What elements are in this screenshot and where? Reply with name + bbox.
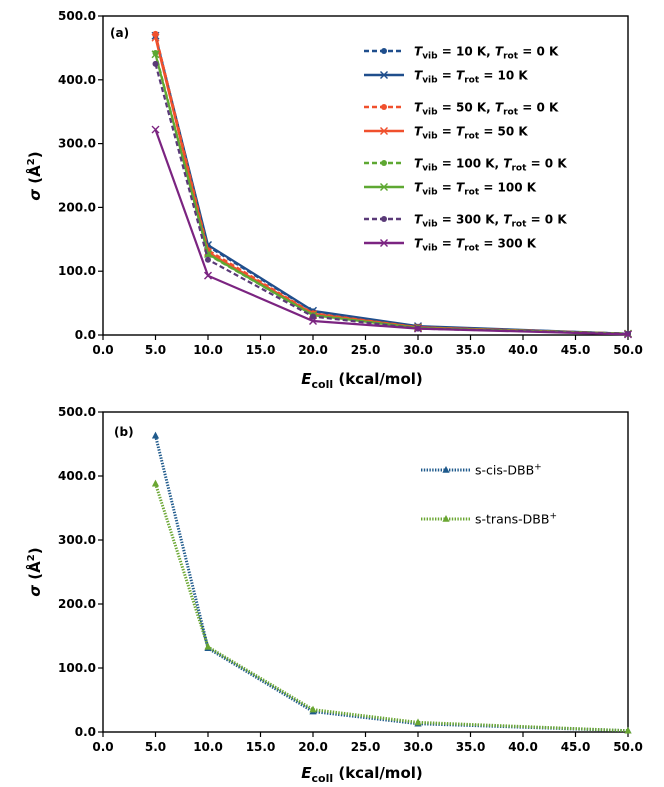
legend-a-label-5: Tvib = Trot = 100 K: [414, 181, 537, 198]
y-axis-b: 0.0 100.0 200.0 300.0 400.0 500.0: [58, 405, 103, 739]
series-point-1: [204, 642, 212, 650]
y-tick-label: 200.0: [58, 597, 96, 611]
y-tick-label: 400.0: [58, 469, 96, 483]
x-tick-label: 50.0: [613, 343, 643, 357]
series-point-4: [152, 50, 159, 57]
legend-b-label-0: s-cis-DBB+: [475, 463, 542, 478]
y-tick-label: 0.0: [75, 328, 96, 342]
x-tick-label: 30.0: [403, 740, 433, 754]
x-tick-label: 0.0: [92, 343, 113, 357]
y-tick-label: 200.0: [58, 200, 96, 214]
x-tick-label: 15.0: [246, 343, 276, 357]
y-tick-label: 500.0: [58, 9, 96, 23]
series-point-6: [310, 313, 316, 320]
panel-label-b: (b): [114, 425, 134, 439]
plot-frame-b: [102, 411, 629, 733]
series-point-5: [151, 50, 160, 59]
series-point-1: [414, 718, 422, 726]
legend-a-marker-7: [380, 239, 388, 247]
legend-b-marker-0: [442, 466, 450, 473]
x-tick-label: 25.0: [351, 343, 381, 357]
panel-label-a: (a): [110, 26, 129, 40]
x-tick-label: 20.0: [298, 740, 328, 754]
legend-a-label-1: Tvib = Trot = 10 K: [414, 69, 528, 86]
y-tick-label: 100.0: [58, 264, 96, 278]
series-line-4: [154, 52, 629, 335]
legend-b-marker-1: [442, 515, 450, 522]
series-point-1: [151, 479, 160, 487]
x-tick-label: 0.0: [92, 740, 113, 754]
series-line-0: [154, 34, 629, 335]
series-line-1: [154, 35, 629, 335]
x-tick-label: 35.0: [456, 343, 486, 357]
series-line-0: [154, 435, 629, 733]
panel-b: 0.0 100.0 200.0 300.0 400.0 500.0 0.0 5.0 10.0 1…: [25, 405, 643, 785]
y-tick-label: 100.0: [58, 661, 96, 675]
series-group-b: [151, 431, 632, 734]
series-point-1: [624, 726, 632, 734]
y-tick-label: 300.0: [58, 137, 96, 151]
legend-a-marker-3: [380, 127, 388, 135]
panel-a: 0.0 100.0 200.0 300.0 400.0 500.0 0.0 5.0 10.0 1…: [25, 9, 643, 391]
series-point-7: [414, 324, 422, 333]
legend-a: Tvib = 10 K, Trot = 0 K Tvib = Trot = 10 …: [364, 45, 567, 254]
series-point-7: [309, 316, 317, 325]
x-tick-label: 5.0: [145, 740, 166, 754]
plot-frame-a: [102, 15, 629, 336]
legend-a-marker-4: [381, 160, 387, 166]
x-axis-a: 0.0 5.0 10.0 15.0 20.0 25.0 30.0 35.0 40.0 45.0 50…: [92, 335, 643, 357]
legend-b-label-1: s-trans-DBB+: [475, 512, 557, 527]
y-tick-label: 0.0: [75, 725, 96, 739]
y-tick-label: 500.0: [58, 405, 96, 419]
legend-a-label-7: Tvib = Trot = 300 K: [414, 237, 537, 254]
y-axis-a: 0.0 100.0 200.0 300.0 400.0 500.0: [58, 9, 103, 342]
x-tick-label: 10.0: [193, 343, 223, 357]
x-tick-label: 25.0: [351, 740, 381, 754]
x-tick-label: 30.0: [403, 343, 433, 357]
x-tick-label: 45.0: [561, 343, 591, 357]
series-line-3: [154, 37, 629, 335]
legend-b: s-cis-DBB+ s-trans-DBB+: [421, 463, 557, 527]
series-point-0: [151, 431, 160, 439]
legend-a-label-2: Tvib = 50 K, Trot = 0 K: [414, 101, 559, 118]
y-axis-label-b: σ (Å2): [25, 547, 44, 596]
series-line-5: [154, 54, 629, 335]
series-point-7: [624, 330, 632, 339]
series-point-6: [152, 60, 159, 67]
series-point-3: [151, 33, 160, 42]
series-point-6: [205, 256, 211, 263]
x-tick-label: 40.0: [508, 343, 538, 357]
x-tick-label: 50.0: [613, 740, 643, 754]
y-axis-label-a: σ (Å2): [25, 151, 44, 200]
legend-a-label-0: Tvib = 10 K, Trot = 0 K: [414, 45, 559, 62]
x-tick-label: 15.0: [246, 740, 276, 754]
legend-a-marker-1: [380, 71, 388, 79]
x-tick-label: 5.0: [145, 343, 166, 357]
legend-a-marker-2: [381, 104, 387, 110]
series-line-2: [154, 33, 629, 335]
y-tick-label: 300.0: [58, 533, 96, 547]
x-tick-label: 20.0: [298, 343, 328, 357]
x-axis-label-a: Ecoll (kcal/mol): [301, 370, 423, 391]
x-axis-b: 0.0 5.0 10.0 15.0 20.0 25.0 30.0 35.0 40.0 45.0 50…: [92, 732, 643, 754]
legend-a-label-6: Tvib = 300 K, Trot = 0 K: [414, 213, 567, 230]
x-axis-label-b: Ecoll (kcal/mol): [301, 764, 423, 785]
x-tick-label: 10.0: [193, 740, 223, 754]
series-group-a: [151, 30, 632, 339]
y-tick-label: 400.0: [58, 73, 96, 87]
x-tick-label: 35.0: [456, 740, 486, 754]
series-point-7: [151, 125, 160, 134]
legend-a-label-4: Tvib = 100 K, Trot = 0 K: [414, 157, 567, 174]
x-tick-label: 45.0: [561, 740, 591, 754]
series-line-1: [154, 483, 629, 733]
series-point-7: [204, 271, 212, 280]
x-tick-label: 40.0: [508, 740, 538, 754]
series-point-1: [309, 705, 317, 713]
legend-a-label-3: Tvib = Trot = 50 K: [414, 125, 528, 142]
legend-a-marker-0: [381, 48, 387, 54]
legend-a-marker-5: [380, 183, 388, 191]
legend-a-marker-6: [381, 216, 387, 222]
